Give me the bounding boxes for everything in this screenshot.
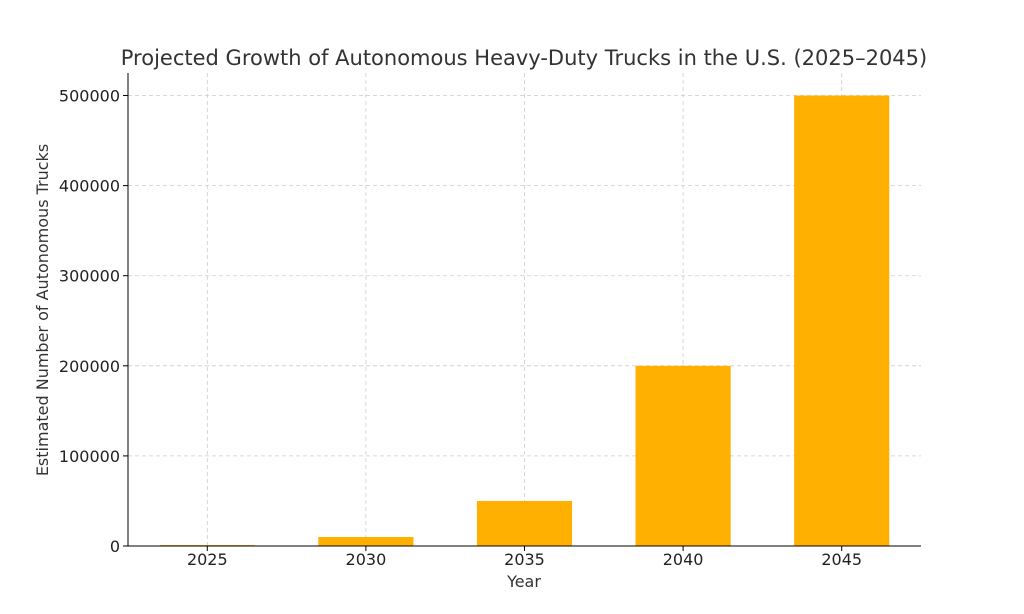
bars-layer (159, 95, 890, 547)
bar-2030 (318, 536, 414, 546)
bar-2035 (476, 500, 573, 546)
bar-2040 (635, 365, 731, 546)
x-tick-label: 2045 (821, 550, 862, 569)
y-ticks: 0 100000 200000 300000 400000 500000 (59, 87, 128, 556)
x-tick-label: 2030 (346, 550, 387, 569)
x-tick-label: 2035 (504, 550, 545, 569)
chart-title: Projected Growth of Autonomous Heavy-Dut… (121, 46, 927, 70)
y-tick-label: 200000 (59, 357, 120, 376)
x-ticks: 2025 2030 2035 2040 2045 (187, 546, 862, 569)
y-tick-label: 500000 (59, 87, 120, 106)
y-axis-label: Estimated Number of Autonomous Trucks (33, 144, 52, 476)
x-tick-label: 2025 (187, 550, 228, 569)
x-axis-label: Year (506, 572, 541, 591)
x-tick-label: 2040 (663, 550, 704, 569)
y-tick-label: 100000 (59, 447, 120, 466)
y-tick-label: 400000 (59, 177, 120, 196)
y-tick-label: 0 (110, 537, 120, 556)
y-tick-label: 300000 (59, 267, 120, 286)
bar-2045 (794, 95, 890, 547)
